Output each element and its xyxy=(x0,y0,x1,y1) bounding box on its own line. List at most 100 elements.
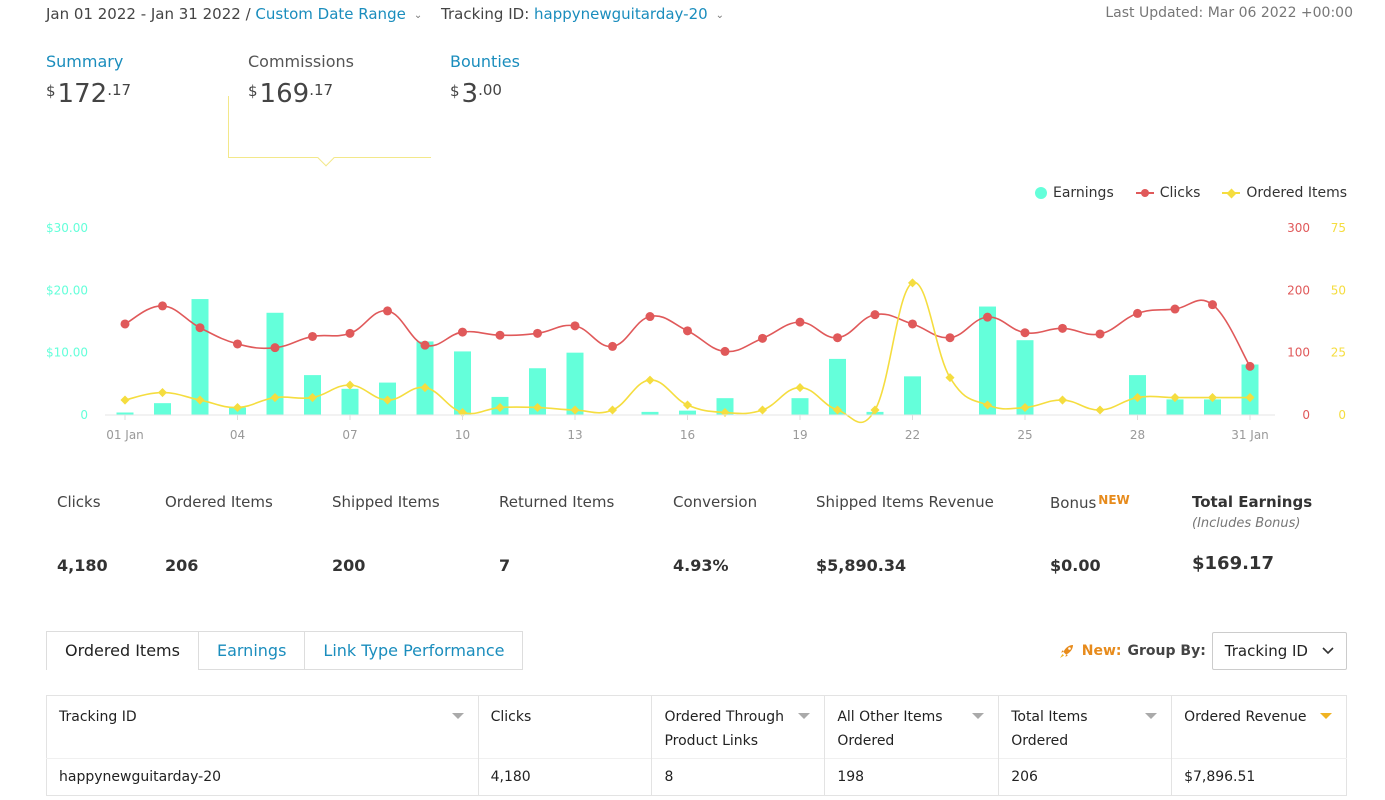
clicks-point xyxy=(233,339,242,349)
tracking-id-label: Tracking ID: xyxy=(441,5,530,23)
earnings-bar xyxy=(791,398,809,415)
chevron-down-icon: ⌄ xyxy=(413,10,423,21)
ordered-items-series xyxy=(120,278,1255,424)
earnings-bar xyxy=(1166,399,1184,415)
chart-legend: Earnings Clicks Ordered Items xyxy=(1034,185,1347,201)
bounties-tab-label: Bounties xyxy=(450,52,520,71)
column-header-clicks[interactable]: Clicks xyxy=(478,695,653,759)
amount-whole: 172 xyxy=(57,79,108,109)
table-row: happynewguitarday-20 4,180 8 198 206 $7,… xyxy=(46,758,1347,796)
group-by-select[interactable]: Tracking ID xyxy=(1211,632,1347,670)
ordered-through-product-links-cell: 8 xyxy=(651,758,826,796)
x-tick-label: 19 xyxy=(792,428,807,442)
range-separator: / xyxy=(245,5,251,23)
tab-earnings[interactable]: Earnings xyxy=(199,632,306,669)
y-tick-label-earnings: $30.00 xyxy=(46,221,88,235)
tab-link-type-performance[interactable]: Link Type Performance xyxy=(323,641,505,660)
tracking-id-dropdown[interactable]: happynewguitarday-20 ⌄ xyxy=(534,5,724,23)
header-label: Ordered Through xyxy=(664,709,784,725)
amount-whole: 169 xyxy=(259,79,310,109)
report-filter-bar: Jan 01 2022 - Jan 31 2022 / Custom Date … xyxy=(46,5,724,23)
sort-icon[interactable] xyxy=(1145,713,1158,719)
clicks-point xyxy=(833,333,842,343)
metric-value: $0.00 xyxy=(1050,556,1101,575)
summary-tab[interactable]: Summary $172.17 xyxy=(46,52,246,109)
earnings-bar xyxy=(266,312,284,415)
bounties-amount: $3.00 xyxy=(450,79,650,109)
x-tick-label: 28 xyxy=(1130,428,1145,442)
clicks-point xyxy=(720,346,730,356)
clicks-point xyxy=(270,343,280,353)
date-range-dropdown[interactable]: Custom Date Range ⌄ xyxy=(255,5,422,23)
tab-ordered-items[interactable]: Ordered Items xyxy=(47,632,199,670)
metric-value: 200 xyxy=(332,556,366,575)
metric-value: 4,180 xyxy=(57,556,108,575)
active-tab-indicator xyxy=(228,96,431,158)
ordered-items-point xyxy=(195,395,205,405)
header-label: Total Items xyxy=(1011,709,1088,725)
column-header-ordered-revenue[interactable]: Ordered Revenue xyxy=(1172,696,1347,759)
clicks-point xyxy=(683,326,692,336)
ordered-items-marker-icon xyxy=(1222,187,1241,199)
legend-item-earnings[interactable]: Earnings xyxy=(1034,185,1114,201)
metric-bonus: Bonus NEW $0.00 xyxy=(1050,493,1130,575)
header-label: Tracking ID xyxy=(59,709,137,725)
clicks-point xyxy=(195,323,205,333)
x-tick-label: 25 xyxy=(1017,428,1032,442)
clicks-point xyxy=(1058,323,1067,333)
sort-icon-active[interactable] xyxy=(1320,713,1332,719)
clicks-point xyxy=(645,312,655,322)
header-label-line2: Ordered xyxy=(1011,733,1069,749)
y-tick-label-earnings: $10.00 xyxy=(46,346,88,360)
ordered-revenue-cell: $7,896.51 xyxy=(1171,758,1347,796)
sort-icon[interactable] xyxy=(451,713,464,719)
metric-shipped-items: Shipped Items 200 xyxy=(332,493,440,575)
ordered-items-point xyxy=(607,405,618,415)
earnings-bar xyxy=(454,351,471,415)
ordered-items-point xyxy=(1095,405,1105,415)
commissions-tab[interactable]: Commissions $169.17 xyxy=(248,52,448,109)
sort-icon[interactable] xyxy=(972,713,985,719)
legend-item-ordered-items[interactable]: Ordered Items xyxy=(1222,185,1347,201)
sort-icon[interactable] xyxy=(798,713,811,719)
clicks-point xyxy=(345,328,355,338)
metric-conversion: Conversion 4.93% xyxy=(673,493,758,575)
earnings-bar xyxy=(566,352,584,415)
column-header-total-items-ordered[interactable]: Total Items Ordered xyxy=(998,695,1173,759)
clicks-point xyxy=(495,330,505,340)
column-header-ordered-through-product-links[interactable]: Ordered Through Product Links xyxy=(651,695,826,759)
metric-value: $169.17 xyxy=(1192,553,1274,574)
clicks-point xyxy=(908,319,917,329)
legend-label: Ordered Items xyxy=(1246,185,1347,201)
date-range-text: Jan 01 2022 - Jan 31 2022 xyxy=(46,5,241,23)
ordered-items-point xyxy=(795,383,805,393)
clicks-point xyxy=(383,306,392,316)
legend-item-clicks[interactable]: Clicks xyxy=(1135,185,1201,201)
tracking-id-cell[interactable]: happynewguitarday-20 xyxy=(46,758,479,796)
metric-value: 4.93% xyxy=(673,556,729,575)
clicks-point xyxy=(983,312,992,322)
clicks-point xyxy=(570,321,580,331)
y-tick-label-ordered-items: 75 xyxy=(1331,221,1346,235)
bounties-tab[interactable]: Bounties $3.00 xyxy=(450,52,650,109)
earnings-bar xyxy=(641,411,659,415)
column-header-tracking-id[interactable]: Tracking ID xyxy=(46,695,479,759)
metric-label: Ordered Items xyxy=(165,493,273,511)
header-label: Ordered Revenue xyxy=(1184,709,1307,725)
ordered-items-point xyxy=(345,380,355,390)
amount-cents: .17 xyxy=(107,81,132,99)
earnings-bar xyxy=(904,376,921,415)
legend-label: Clicks xyxy=(1159,185,1201,201)
ordered-items-point xyxy=(307,393,318,403)
summary-amount: $172.17 xyxy=(46,79,246,109)
x-tick-label: 01 Jan xyxy=(106,428,144,442)
x-tick-label: 10 xyxy=(455,428,470,442)
x-tick-label: 04 xyxy=(230,428,245,442)
column-header-all-other-items-ordered[interactable]: All Other Items Ordered xyxy=(824,695,1000,759)
metric-label: Conversion xyxy=(673,493,758,511)
x-tick-label: 13 xyxy=(567,428,582,442)
x-axis: 01 Jan 04 07 10 13 16 19 22 25 28 31 Jan xyxy=(105,414,1275,442)
clicks-marker-icon xyxy=(1135,187,1154,199)
header-label-line2: Ordered xyxy=(837,733,895,749)
amount-cents: .00 xyxy=(478,81,502,99)
